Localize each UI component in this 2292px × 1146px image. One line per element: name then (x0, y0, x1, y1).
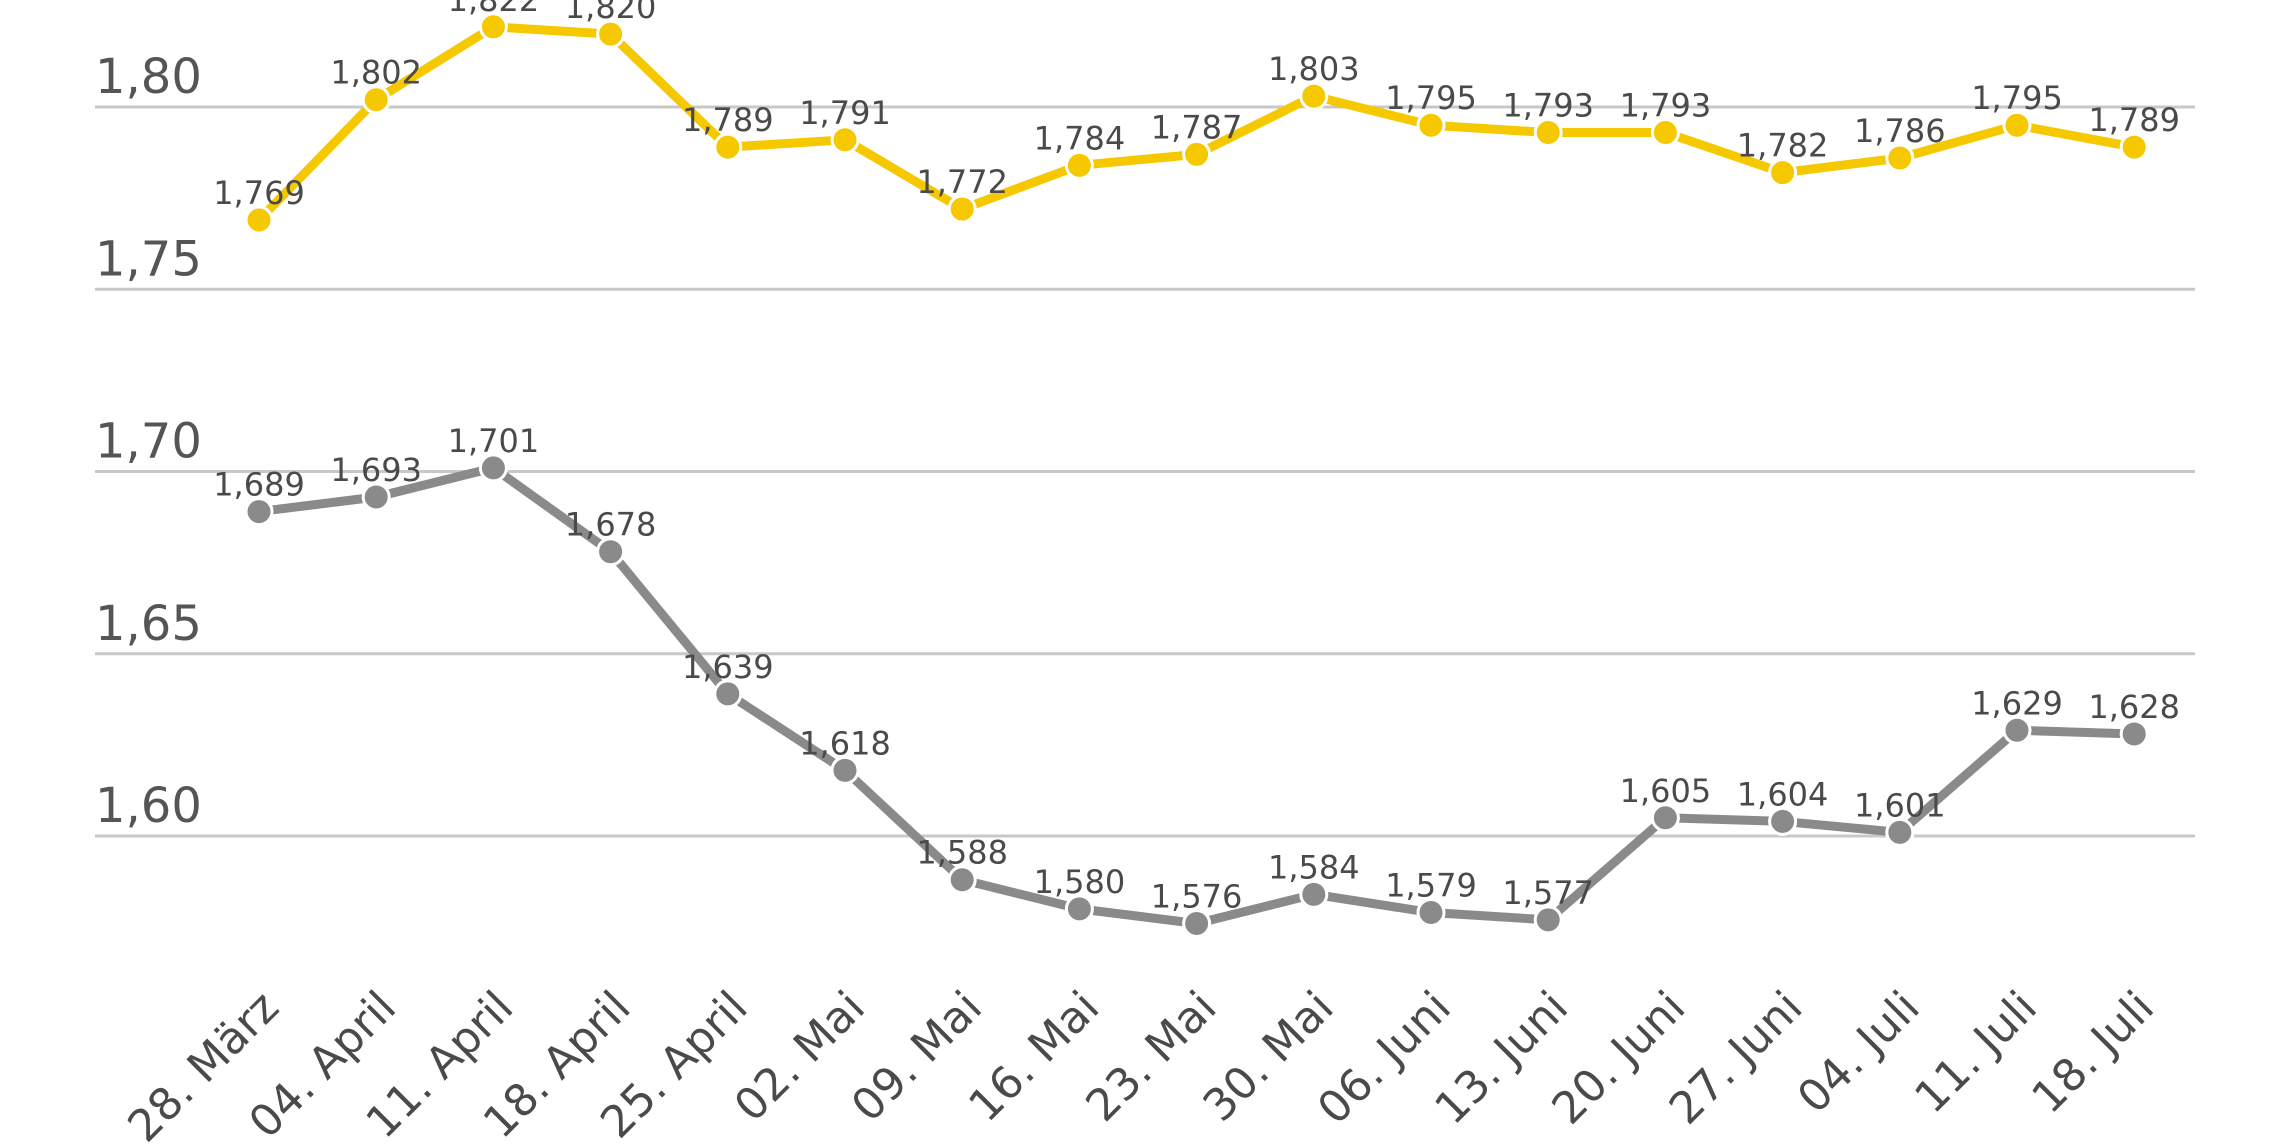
data-label-upper: 1,793 (1620, 87, 1712, 125)
data-label-upper: 1,784 (1034, 119, 1126, 157)
series-layer (244, 12, 2149, 938)
data-point-lower (1650, 803, 1680, 833)
x-tick-label: 23. Mai (1076, 982, 1226, 1132)
y-tick-label: 1,75 (95, 231, 202, 287)
data-point-upper (947, 194, 977, 224)
data-point-lower (1182, 908, 1212, 938)
data-point-lower (830, 755, 860, 785)
data-point-lower (1885, 817, 1915, 847)
y-tick-label: 1,65 (95, 596, 202, 652)
data-label-upper: 1,772 (916, 163, 1008, 201)
data-point-upper (596, 19, 626, 49)
data-label-lower: 1,628 (2088, 688, 2180, 726)
data-point-upper (1650, 118, 1680, 148)
data-label-upper: 1,789 (2088, 101, 2180, 139)
y-tick-label: 1,60 (95, 778, 202, 834)
data-point-upper (478, 12, 508, 42)
data-label-lower: 1,604 (1737, 775, 1829, 813)
data-label-upper: 1,786 (1854, 112, 1946, 150)
data-label-upper: 1,791 (799, 94, 891, 132)
data-label-upper: 1,793 (1502, 87, 1594, 125)
data-label-lower: 1,693 (330, 451, 422, 489)
data-label-upper: 1,803 (1268, 50, 1360, 88)
data-point-lower (2002, 715, 2032, 745)
data-point-lower (1533, 905, 1563, 935)
data-label-upper: 1,795 (1971, 79, 2063, 117)
x-tick-label: 02. Mai (725, 982, 875, 1132)
data-label-lower: 1,580 (1034, 863, 1126, 901)
data-point-upper (830, 125, 860, 155)
data-point-upper (2119, 132, 2149, 162)
data-point-upper (1885, 143, 1915, 173)
data-point-lower (2119, 719, 2149, 749)
data-label-upper: 1,782 (1737, 127, 1829, 165)
data-point-upper (1182, 139, 1212, 169)
x-tick-label: 11. Juli (1905, 982, 2047, 1124)
data-point-upper (1533, 118, 1563, 148)
data-label-lower: 1,701 (448, 422, 540, 460)
data-point-lower (244, 497, 274, 527)
data-point-lower (1064, 894, 1094, 924)
grid-layer (95, 105, 2195, 838)
data-label-lower: 1,618 (799, 724, 891, 762)
data-point-upper (2002, 110, 2032, 140)
data-point-upper (361, 85, 391, 115)
data-label-lower: 1,678 (565, 506, 657, 544)
data-label-lower: 1,579 (1385, 867, 1477, 905)
x-tick-label: 18. Juli (2022, 982, 2164, 1124)
data-label-lower: 1,588 (916, 834, 1008, 872)
data-point-upper (713, 132, 743, 162)
data-label-upper: 1,789 (682, 101, 774, 139)
x-tick-label: 27. Juni (1660, 982, 1813, 1135)
data-point-lower (713, 679, 743, 709)
data-label-upper: 1,820 (565, 0, 657, 26)
data-label-upper: 1,802 (330, 54, 422, 92)
data-label-lower: 1,584 (1268, 848, 1360, 886)
data-label-lower: 1,577 (1502, 874, 1594, 912)
data-labels: 1,769 1,802 1,822 1,820 1,789 1,791 1,772 1,784… (213, 0, 2180, 915)
y-axis-ticks: 1,60 1,65 1,70 1,75 1,80 (95, 49, 202, 834)
data-point-lower (361, 482, 391, 512)
data-label-upper: 1,822 (448, 0, 540, 19)
data-point-upper (244, 205, 274, 235)
series-line-lower (254, 463, 2139, 928)
data-point-lower (1768, 806, 1798, 836)
data-point-lower (1299, 879, 1329, 909)
data-point-upper (1768, 158, 1798, 188)
data-label-lower: 1,689 (213, 466, 305, 504)
x-tick-label: 09. Mai (842, 982, 992, 1132)
data-label-upper: 1,769 (213, 174, 305, 212)
data-point-lower (478, 453, 508, 483)
x-tick-label: 04. Juli (1788, 982, 1930, 1124)
data-point-lower (947, 865, 977, 895)
data-label-lower: 1,629 (1971, 684, 2063, 722)
data-point-upper (1064, 150, 1094, 180)
y-tick-label: 1,80 (95, 49, 202, 105)
data-point-upper (1416, 110, 1446, 140)
data-label-lower: 1,601 (1854, 786, 1946, 824)
data-point-upper (1299, 81, 1329, 111)
data-label-upper: 1,795 (1385, 79, 1477, 117)
data-label-lower: 1,576 (1151, 877, 1243, 915)
data-point-lower (596, 537, 626, 567)
data-point-lower (1416, 898, 1446, 928)
data-label-lower: 1,605 (1620, 772, 1712, 810)
data-label-lower: 1,639 (682, 648, 774, 686)
y-tick-label: 1,70 (95, 414, 202, 470)
x-tick-label: 16. Mai (959, 982, 1109, 1132)
data-label-upper: 1,787 (1151, 108, 1243, 146)
